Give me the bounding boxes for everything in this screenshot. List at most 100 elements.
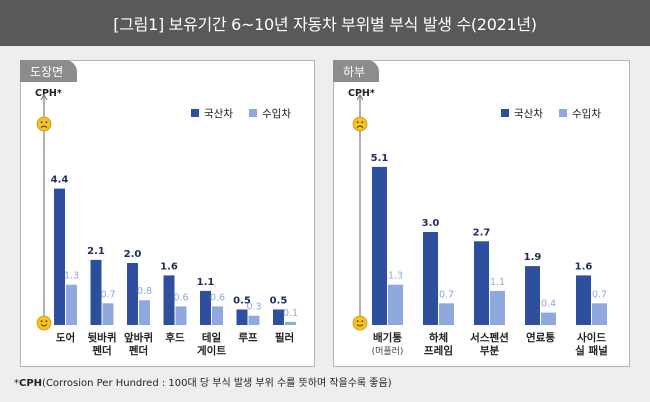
bar-imported	[139, 300, 150, 325]
smiley-face-icon	[36, 315, 52, 331]
x-tick-label: 배기통	[373, 331, 402, 344]
footnote-text: (Corrosion Per Hundred : 100대 당 부식 발생 부위…	[42, 378, 392, 389]
data-label-imported: 0.7	[592, 289, 607, 300]
face-eye	[40, 121, 43, 124]
face-circle	[36, 315, 52, 331]
x-tick-label: 연료통	[526, 331, 555, 344]
y-axis-arrow-icon	[356, 93, 364, 101]
bar-domestic	[54, 188, 65, 325]
data-label-domestic: 0.5	[233, 296, 251, 307]
x-tick-label: 실 패널	[575, 344, 608, 357]
bar-domestic	[525, 266, 540, 325]
data-label-imported: 1.3	[388, 271, 403, 282]
data-label-domestic: 1.6	[160, 261, 178, 272]
face-eye	[356, 320, 359, 323]
x-tick-label: 후드	[165, 331, 185, 344]
bar-imported	[541, 312, 556, 325]
x-tick-label: 하체	[429, 331, 448, 344]
data-label-domestic: 4.4	[51, 175, 69, 186]
data-label-imported: 0.6	[210, 292, 225, 303]
face-eye	[45, 320, 48, 323]
bar-imported	[592, 303, 607, 325]
bar-imported	[212, 306, 223, 325]
panel-underbody: 하부 CPH* 국산차 수입차 5.1 1.3 배기통 (머플러) 3.0 0.7 하체 프레임 2.…	[333, 60, 630, 367]
x-tick-label: 펜더	[92, 344, 111, 357]
bar-imported	[248, 315, 260, 325]
data-label-domestic: 3.0	[422, 218, 440, 229]
face-mouth	[40, 125, 48, 128]
bar-domestic	[127, 263, 138, 325]
data-label-domestic: 1.9	[524, 252, 542, 263]
legend-label-domestic: 국산차	[514, 108, 543, 120]
x-tick-label: 뒷바퀴	[88, 331, 117, 344]
x-tick-label: 사이드	[577, 331, 606, 344]
bar-domestic	[474, 241, 489, 325]
face-circle	[36, 116, 52, 132]
panel-tab-label: 하부	[333, 60, 380, 82]
face-eye	[361, 121, 364, 124]
sad-face-icon	[36, 116, 52, 132]
x-tick-label: 서스펜션	[470, 331, 509, 344]
data-label-domestic: 1.6	[575, 261, 593, 272]
bar-domestic	[576, 275, 591, 325]
face-circle	[352, 315, 368, 331]
bar-imported	[285, 321, 296, 325]
face-mouth	[356, 324, 364, 327]
data-label-imported: 0.3	[246, 302, 261, 313]
x-tick-label: 도어	[56, 331, 75, 344]
legend-swatch-domestic	[501, 109, 509, 117]
data-label-domestic: 2.0	[124, 249, 142, 260]
data-label-imported: 1.1	[490, 277, 505, 288]
x-tick-label: 게이트	[197, 344, 226, 357]
bar-imported	[439, 303, 454, 325]
bar-domestic	[372, 166, 387, 325]
data-label-imported: 0.7	[439, 289, 454, 300]
legend-swatch-imported	[559, 109, 567, 117]
data-label-imported: 1.3	[64, 271, 79, 282]
data-label-domestic: 1.1	[197, 277, 215, 288]
legend: 국산차 수입차	[191, 107, 291, 120]
footnote-marker: *	[14, 378, 19, 389]
face-circle	[352, 116, 368, 132]
face-eye	[361, 320, 364, 323]
bar-imported	[490, 290, 505, 325]
legend: 국산차 수입차	[501, 107, 601, 120]
bar-domestic	[273, 309, 284, 325]
sad-face-icon	[352, 116, 368, 132]
face-eye	[356, 121, 359, 124]
x-tick-label: 테일	[202, 331, 221, 344]
data-label-domestic: 0.5	[270, 296, 288, 307]
legend-swatch-domestic	[191, 109, 199, 117]
face-mouth	[356, 125, 364, 128]
x-tick-label: 펜더	[129, 344, 148, 357]
data-label-imported: 0.7	[100, 289, 115, 300]
bar-imported	[66, 284, 77, 325]
legend-swatch-imported	[249, 109, 257, 117]
smiley-face-icon	[352, 315, 368, 331]
bar-domestic	[90, 259, 102, 325]
footnote: *CPH(Corrosion Per Hundred : 100대 당 부식 발…	[14, 374, 392, 389]
panel-paint-surface: 도장면 CPH* 국산차 수입차 4.4 1.3 도어 2.1 0.7 뒷바퀴 펜더 2.0 0.8 앞…	[20, 60, 315, 367]
panel-tab-label: 도장면	[20, 60, 78, 82]
bar-imported	[388, 284, 403, 325]
data-label-imported: 0.8	[137, 286, 152, 297]
legend-label-imported: 수입차	[572, 107, 601, 120]
y-axis-label: CPH*	[35, 88, 62, 99]
x-tick-label: 앞바퀴	[124, 331, 153, 344]
data-label-imported: 0.1	[283, 308, 298, 319]
x-tick-label: 프레임	[424, 344, 453, 357]
bar-imported	[175, 306, 187, 325]
x-tick-label: 부분	[480, 344, 500, 357]
face-mouth	[40, 324, 48, 327]
x-tick-label: 필러	[275, 331, 294, 344]
y-axis-label: CPH*	[348, 88, 375, 99]
data-label-domestic: 2.1	[87, 246, 105, 257]
bar-domestic	[423, 232, 438, 325]
x-tick-label: 루프	[238, 332, 258, 344]
legend-label-imported: 수입차	[262, 107, 291, 120]
face-eye	[45, 121, 48, 124]
chart-title: [그림1] 보유기간 6~10년 자동차 부위별 부식 발생 수(2021년)	[0, 0, 650, 46]
data-label-domestic: 2.7	[473, 227, 491, 238]
